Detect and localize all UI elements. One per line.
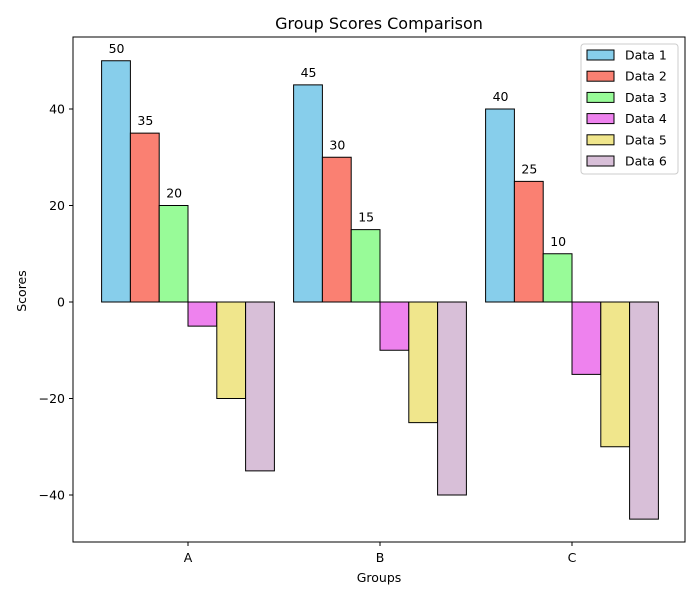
bar-data-2-b [321, 156, 352, 303]
data-label: 30 [329, 137, 345, 152]
y-axis-label: Scores [14, 270, 29, 312]
y-tick-label: 20 [49, 198, 65, 213]
bar-data-5-b [408, 301, 439, 424]
bar-data-4-b [379, 301, 410, 351]
y-tick-label: 0 [57, 295, 65, 310]
legend-swatch [586, 155, 615, 167]
legend-label: Data 5 [625, 132, 667, 147]
legend-label: Data 4 [625, 111, 667, 126]
y-tick-label: −20 [39, 391, 65, 406]
bar-data-3-b [350, 229, 381, 303]
legend-label: Data 2 [625, 69, 667, 84]
data-label: 10 [550, 234, 566, 249]
data-label: 25 [521, 161, 537, 176]
legend-swatch [586, 91, 615, 103]
bar-data-1-b [293, 84, 323, 303]
legend-swatch [586, 134, 615, 146]
data-label: 20 [166, 186, 182, 201]
data-label: 15 [358, 210, 374, 225]
legend-swatch [586, 49, 615, 61]
legend-label: Data 1 [625, 48, 667, 63]
bar-data-6-b [437, 301, 467, 496]
axes-frame [72, 36, 686, 543]
bar-data-6-c [629, 301, 659, 520]
bar-data-6-a [245, 301, 275, 472]
bar-data-2-c [513, 180, 544, 303]
x-tick-label: A [184, 550, 193, 565]
plot-area: 50 45 40 35 30 25 20 15 10 −40 −20 0 20 40 A B C [39, 36, 686, 565]
bar-data-4-c [571, 301, 602, 375]
data-label: 50 [109, 41, 125, 56]
chart-title: Group Scores Comparison [275, 14, 483, 33]
legend-swatch [586, 113, 615, 125]
bar-data-5-c [600, 301, 631, 448]
legend-label: Data 6 [625, 154, 667, 169]
data-label: 45 [301, 65, 317, 80]
x-axis-label: Groups [357, 570, 402, 585]
bar-data-3-c [542, 253, 573, 303]
legend-swatch [586, 70, 615, 82]
bar-data-2-a [129, 132, 160, 303]
x-tick-label: C [568, 550, 577, 565]
x-tick-label: B [376, 550, 385, 565]
legend: Data 1 Data 2 Data 3 Data 4 Data 5 Data 6 [580, 43, 679, 175]
bar-data-1-c [485, 108, 515, 303]
bar-data-4-a [187, 301, 218, 327]
bar-data-1-a [101, 60, 131, 303]
y-tick-label: 40 [49, 102, 65, 117]
data-label: 40 [493, 89, 509, 104]
legend-label: Data 3 [625, 90, 667, 105]
data-label: 35 [137, 113, 153, 128]
bar-data-5-a [216, 301, 247, 399]
y-tick-label: −40 [39, 488, 65, 503]
bar-data-3-a [158, 205, 189, 303]
